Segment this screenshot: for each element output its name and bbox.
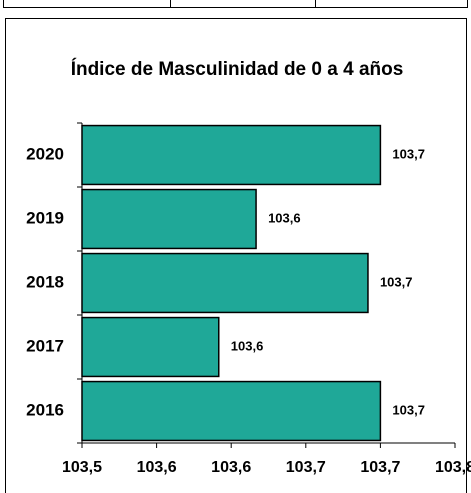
x-tick-label: 103,7: [360, 459, 400, 476]
data-label: 103,7: [392, 402, 425, 417]
x-tick-label: 103,8: [435, 459, 471, 476]
y-tick-label: 2018: [26, 272, 64, 291]
x-tick-label: 103,5: [62, 459, 102, 476]
y-tick-label: 2019: [26, 208, 64, 227]
y-tick-label: 2017: [26, 336, 64, 355]
data-label: 103,6: [268, 210, 301, 225]
bar: [81, 252, 369, 314]
bar: [81, 380, 382, 442]
bar: [81, 124, 382, 186]
y-tick-label: 2016: [26, 400, 64, 419]
data-label: 103,6: [231, 338, 264, 353]
chart-frame: [5, 18, 467, 493]
y-tick-label: 2020: [26, 144, 64, 163]
chart-title: Índice de Masculinidad de 0 a 4 años: [71, 58, 404, 80]
x-tick-label: 103,6: [211, 459, 251, 476]
data-label: 103,7: [392, 146, 425, 161]
data-label: 103,7: [380, 274, 413, 289]
bar: [81, 188, 257, 250]
bar: [81, 316, 220, 378]
top-table-strip: [3, 0, 468, 8]
x-tick-label: 103,6: [137, 459, 177, 476]
x-tick-label: 103,7: [286, 459, 326, 476]
